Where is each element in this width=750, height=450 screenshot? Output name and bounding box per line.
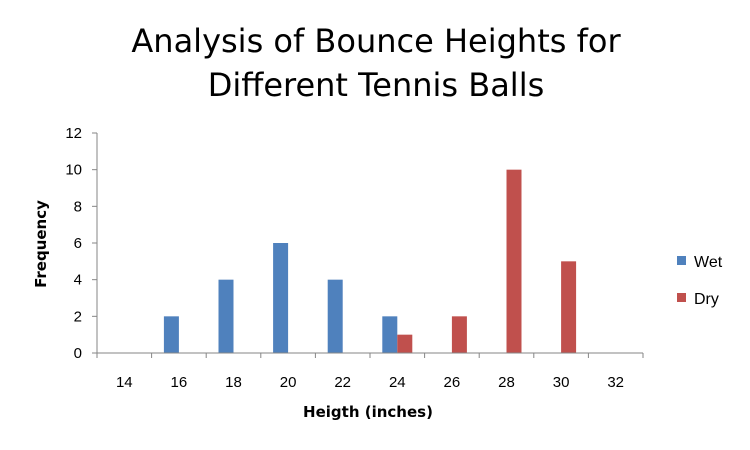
- legend-swatch-wet: [677, 256, 686, 265]
- chart-title-line-2: Different Tennis Balls: [208, 66, 545, 104]
- x-tick-label: 26: [444, 374, 461, 391]
- y-tick-label: 0: [74, 345, 82, 362]
- y-tick-label: 12: [65, 125, 82, 142]
- bar-wet-22: [327, 279, 343, 353]
- bar-wet-18: [218, 279, 234, 353]
- bar-wet-16: [163, 316, 179, 353]
- x-tick-label: 20: [280, 374, 297, 391]
- y-tick-label: 4: [74, 272, 82, 289]
- legend-label-dry: Dry: [694, 291, 719, 308]
- x-tick-label: 16: [171, 374, 188, 391]
- x-axis-tick-labels: 14 16 18 20 22 24 26 28 30 32: [116, 374, 624, 391]
- axis-tick-marks: [92, 132, 644, 358]
- x-tick-label: 30: [553, 374, 570, 391]
- bar-series: [163, 169, 577, 353]
- x-axis-title: Heigth (inches): [303, 403, 433, 421]
- bar-dry-28: [506, 169, 522, 353]
- x-tick-label: 14: [116, 374, 133, 391]
- y-tick-label: 8: [74, 198, 82, 215]
- legend: Wet Dry: [677, 254, 723, 308]
- bar-dry-24: [397, 334, 413, 353]
- bar-dry-26: [451, 316, 467, 353]
- y-axis-tick-labels: 0 2 4 6 8 10 12: [65, 125, 82, 362]
- legend-label-wet: Wet: [694, 254, 723, 271]
- y-tick-label: 2: [74, 308, 82, 325]
- x-tick-label: 28: [498, 374, 515, 391]
- y-tick-label: 6: [74, 235, 82, 252]
- x-tick-label: 18: [225, 374, 242, 391]
- x-tick-label: 32: [607, 374, 624, 391]
- bar-wet-20: [273, 243, 289, 353]
- bar-wet-24: [382, 316, 398, 353]
- x-tick-label: 22: [334, 374, 351, 391]
- legend-swatch-dry: [677, 293, 686, 302]
- y-tick-label: 10: [65, 162, 82, 179]
- chart-title-line-1: Analysis of Bounce Heights for: [131, 22, 621, 60]
- x-tick-label: 24: [389, 374, 406, 391]
- bar-dry-30: [561, 261, 577, 353]
- y-axis-title: Frequency: [32, 200, 50, 288]
